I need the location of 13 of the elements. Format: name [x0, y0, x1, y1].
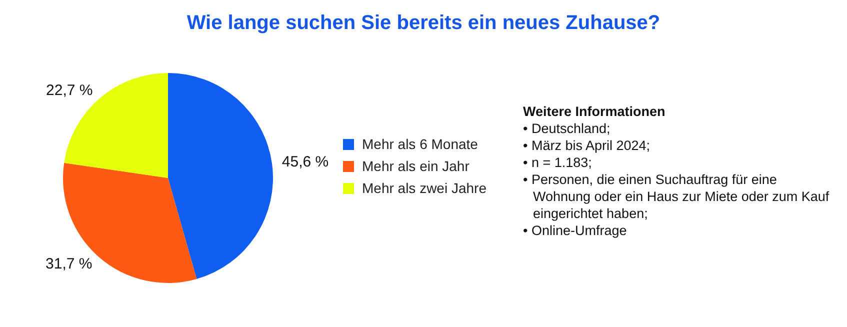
text: • n = 1.183;: [523, 154, 593, 171]
legend-label: Mehr als 6 Monate: [362, 136, 478, 152]
text: • Personen, die einen Suchauftrag für eine Wohnung oder ein Haus zur Miete oder zum Kauf eingerichtet haben;: [523, 171, 830, 222]
legend-label: Mehr als ein Jahr: [362, 158, 470, 174]
text: • Deutschland;: [523, 120, 612, 137]
data-label: 22,7 %: [46, 82, 93, 100]
text: Weitere Informationen: [523, 103, 666, 120]
text: • Online-Umfrage: [523, 222, 628, 239]
chart-title: Wie lange suchen Sie bereits ein neues Zuhause?: [186, 12, 662, 35]
legend-label: Mehr als zwei Jahre: [362, 180, 486, 196]
data-label: 31,7 %: [46, 256, 92, 273]
data-label: 45,6 %: [282, 153, 329, 170]
text: • März bis April 2024;: [523, 137, 652, 154]
